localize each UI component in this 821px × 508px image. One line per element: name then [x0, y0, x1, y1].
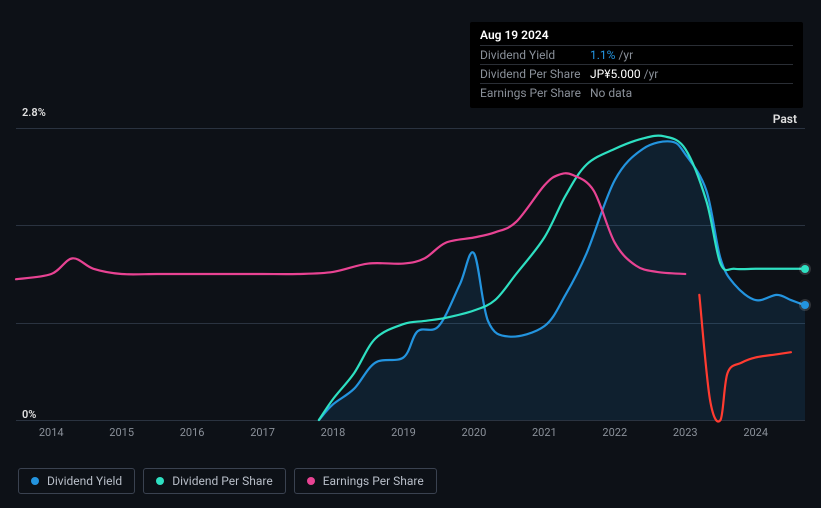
x-axis: 2014 2015 2016 2017 2018 2019 2020 2021 2022 2023… [16, 426, 805, 442]
legend-dot-icon [307, 477, 315, 485]
y-axis-max-label: 2.8% [22, 106, 46, 119]
tooltip-row: Earnings Per ShareNo data [480, 83, 793, 102]
tooltip-row: Dividend Per ShareJP¥5.000/yr [480, 64, 793, 83]
legend-label: Dividend Per Share [172, 474, 273, 488]
x-tick: 2024 [743, 426, 768, 439]
past-label: Past [773, 112, 797, 126]
x-tick: 2022 [602, 426, 627, 439]
series-end-marker [801, 265, 809, 273]
legend-item[interactable]: Dividend Yield [18, 468, 135, 494]
legend-label: Earnings Per Share [323, 474, 424, 488]
x-tick: 2019 [391, 426, 416, 439]
x-tick: 2017 [250, 426, 275, 439]
x-tick: 2018 [321, 426, 346, 439]
tooltip-row-label: Earnings Per Share [480, 86, 590, 100]
chart-svg [16, 128, 805, 420]
plot-area[interactable] [16, 128, 805, 420]
x-tick: 2020 [462, 426, 487, 439]
chart-legend: Dividend Yield Dividend Per Share Earnings… [18, 468, 437, 494]
x-tick: 2015 [109, 426, 134, 439]
x-tick: 2021 [532, 426, 557, 439]
legend-item[interactable]: Earnings Per Share [294, 468, 437, 494]
tooltip-row-value: JP¥5.000/yr [590, 67, 658, 81]
tooltip-row-value: No data [590, 86, 635, 100]
chart-tooltip: Aug 19 2024 Dividend Yield1.1%/yrDividen… [470, 22, 803, 108]
series-end-marker [801, 301, 809, 309]
x-tick: 2023 [673, 426, 698, 439]
legend-label: Dividend Yield [47, 474, 122, 488]
tooltip-row-suffix: /yr [644, 67, 659, 81]
x-tick: 2014 [39, 426, 64, 439]
gridline [16, 420, 805, 421]
tooltip-row-label: Dividend Yield [480, 48, 590, 62]
tooltip-row-value: 1.1%/yr [590, 48, 633, 62]
dividend-chart: 2.8% 0% Past 201420152016201720182019202… [16, 108, 805, 450]
tooltip-row: Dividend Yield1.1%/yr [480, 45, 793, 64]
tooltip-row-label: Dividend Per Share [480, 67, 590, 81]
tooltip-date: Aug 19 2024 [480, 28, 793, 45]
legend-item[interactable]: Dividend Per Share [143, 468, 286, 494]
tooltip-row-suffix: /yr [618, 48, 633, 62]
legend-dot-icon [31, 477, 39, 485]
x-tick: 2016 [180, 426, 205, 439]
legend-dot-icon [156, 477, 164, 485]
